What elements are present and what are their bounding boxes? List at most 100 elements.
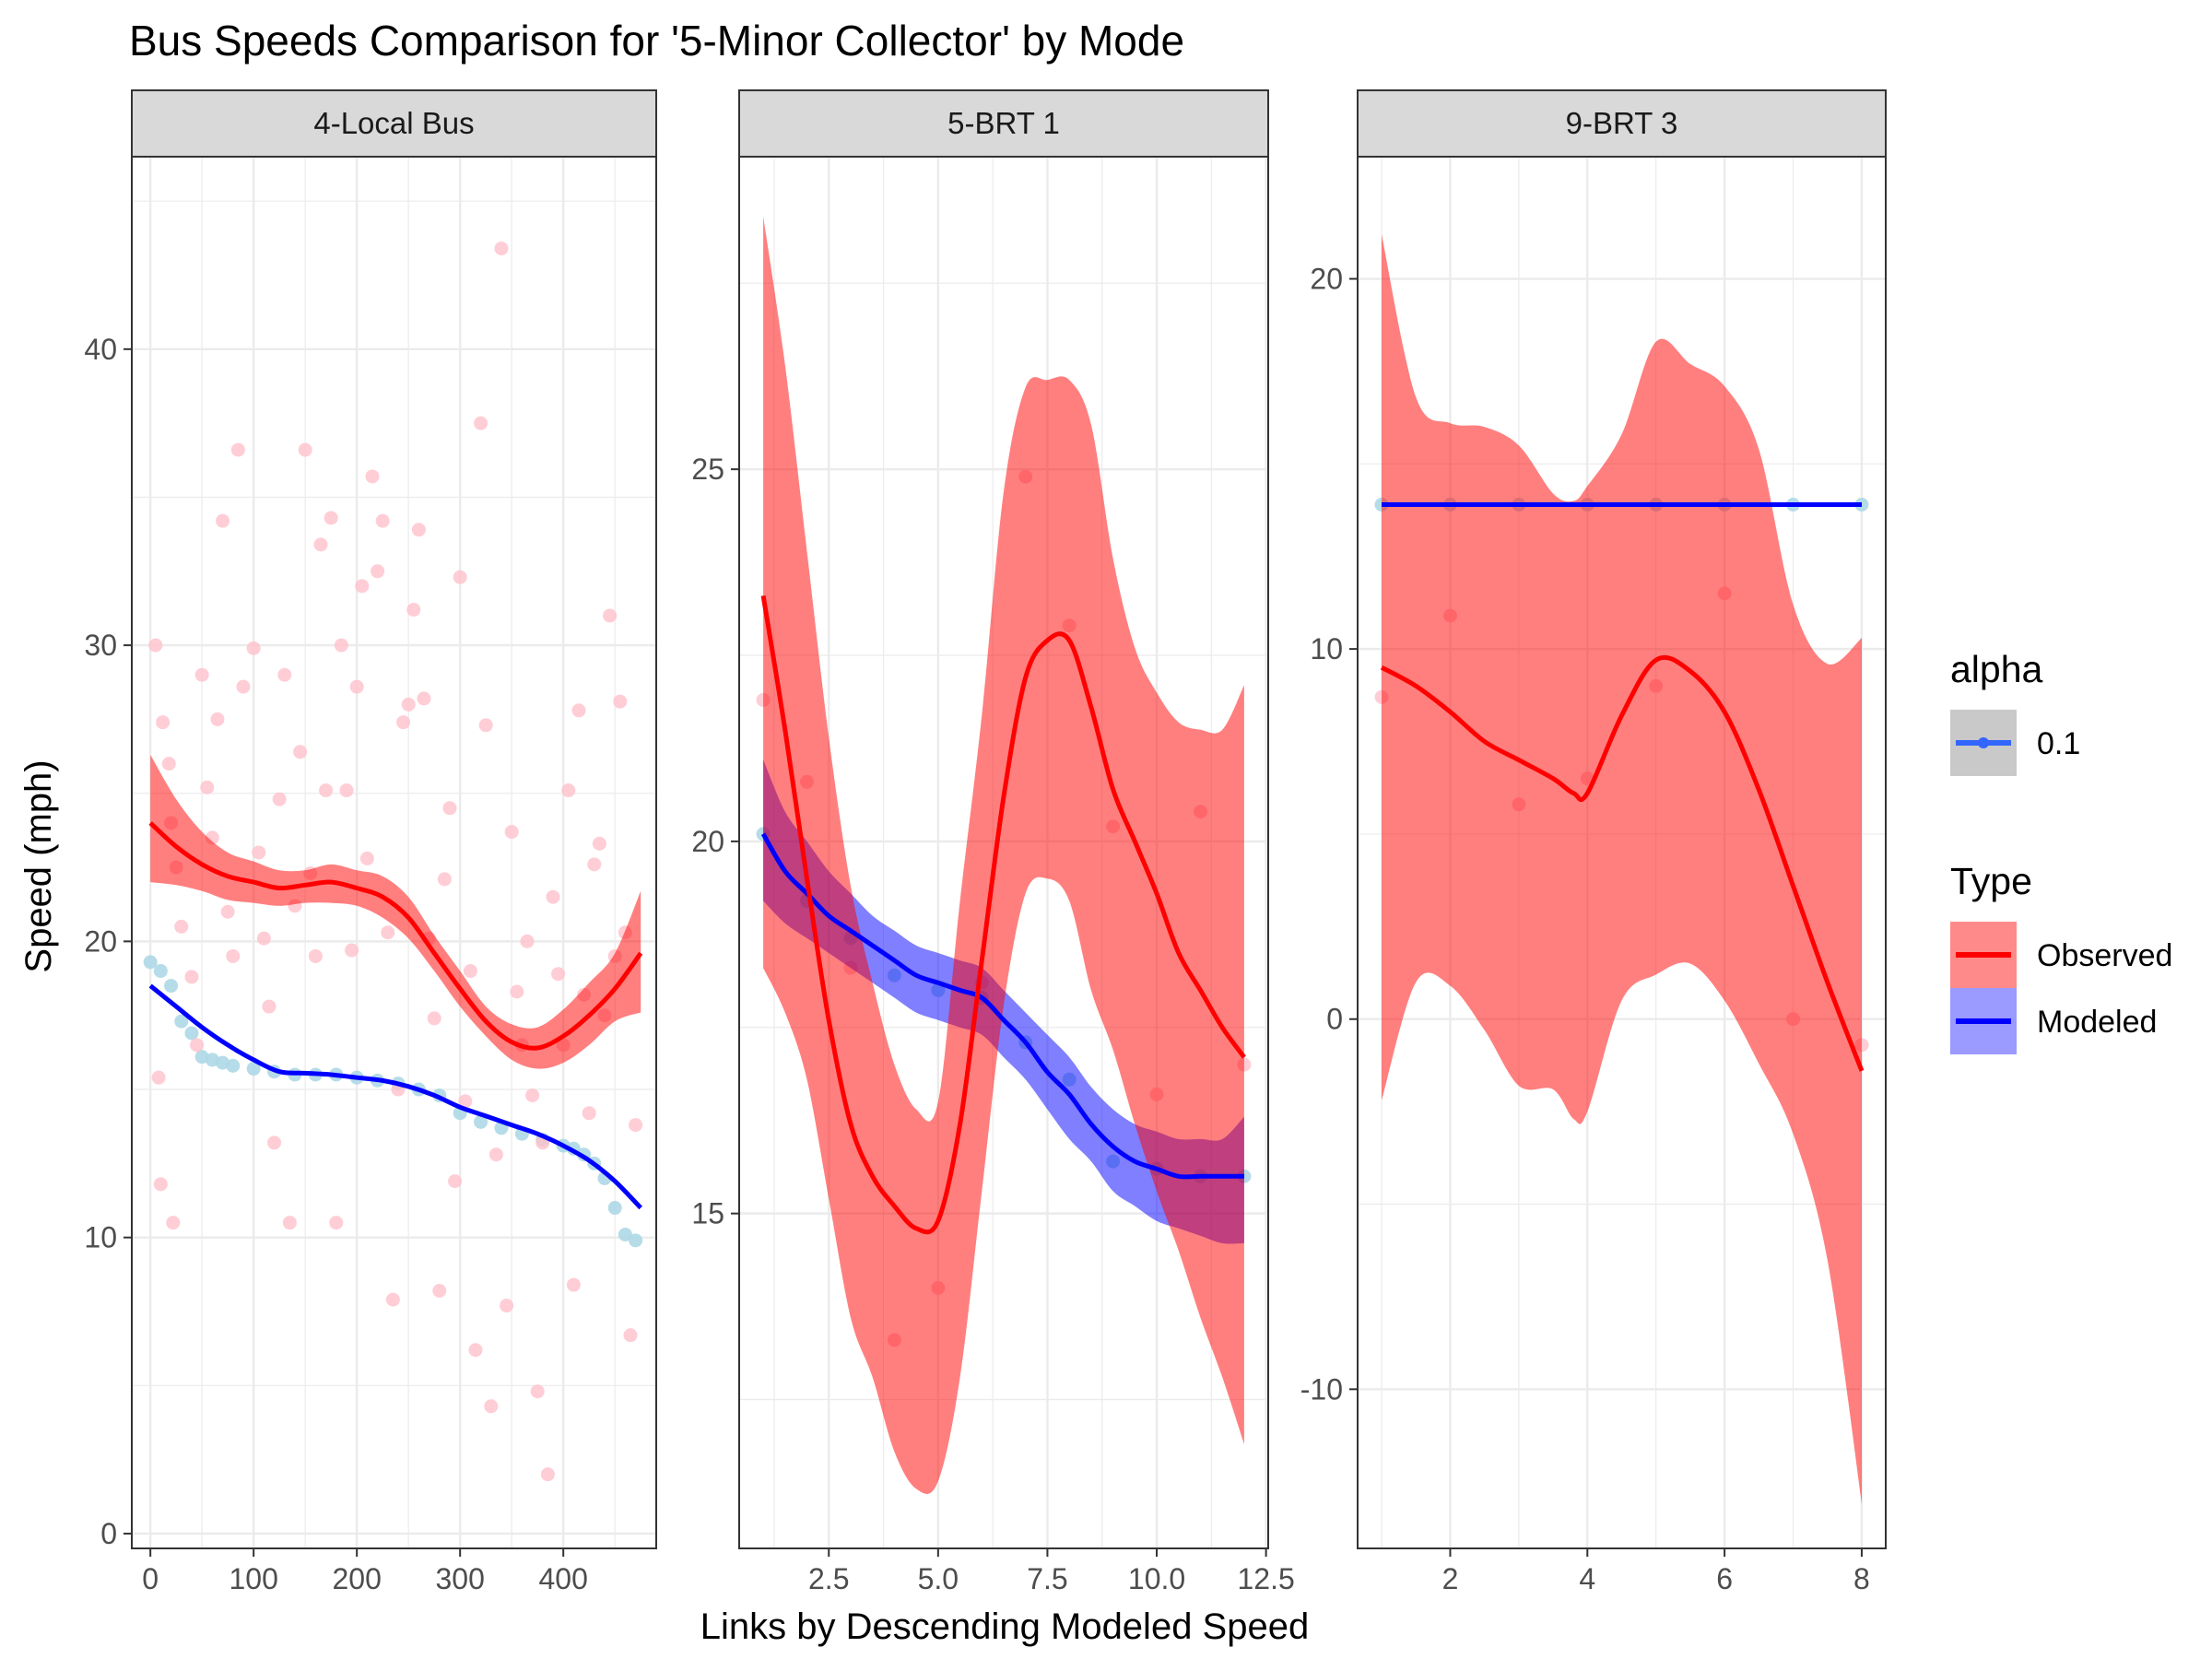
observed-point xyxy=(530,1384,545,1399)
observed-point xyxy=(375,513,390,528)
observed-point xyxy=(478,718,493,733)
observed-point xyxy=(153,1177,168,1192)
x-tick-label: 400 xyxy=(538,1562,587,1595)
observed-point xyxy=(474,416,488,430)
observed-point xyxy=(151,1070,166,1085)
observed-point xyxy=(453,570,467,584)
observed-point xyxy=(334,638,348,653)
y-tick-label: 10 xyxy=(1310,632,1343,665)
observed-trend-line xyxy=(760,595,1246,1235)
observed-point xyxy=(381,925,395,940)
x-tick-label: 2 xyxy=(1442,1562,1459,1595)
modeled-trend-line xyxy=(148,983,642,1210)
observed-point xyxy=(458,1094,473,1109)
observed-point xyxy=(216,513,230,528)
legend-alpha-label: 0.1 xyxy=(2037,726,2080,761)
observed-point xyxy=(401,697,416,712)
observed-point xyxy=(432,1283,447,1298)
observed-point xyxy=(298,442,312,457)
x-tick-label: 12.5 xyxy=(1237,1562,1294,1595)
observed-point xyxy=(161,757,176,771)
observed-point xyxy=(184,970,199,984)
observed-point xyxy=(194,667,209,682)
observed-point xyxy=(156,715,171,730)
chart-title: Bus Speeds Comparison for '5-Minor Colle… xyxy=(129,17,1184,65)
modeled-point xyxy=(618,1227,632,1241)
y-tick-label: 0 xyxy=(100,1517,117,1550)
y-tick-label: 20 xyxy=(84,924,117,958)
observed-point xyxy=(313,537,328,552)
observed-point xyxy=(623,1328,638,1343)
y-tick-label: 30 xyxy=(84,629,117,662)
observed-point xyxy=(510,984,524,999)
x-tick-label: 300 xyxy=(435,1562,484,1595)
observed-confidence-band xyxy=(1382,234,1862,1504)
modeled-point xyxy=(164,979,179,994)
observed-point xyxy=(345,943,359,958)
modeled-point xyxy=(226,1058,241,1073)
observed-point xyxy=(571,703,586,718)
observed-point xyxy=(463,964,477,979)
observed-point xyxy=(411,523,426,537)
observed-point xyxy=(329,1216,344,1230)
observed-point xyxy=(277,667,292,682)
modeled-point xyxy=(153,964,168,979)
observed-point xyxy=(252,845,266,860)
observed-point xyxy=(500,1299,514,1313)
observed-point xyxy=(349,679,364,694)
observed-point xyxy=(603,608,618,623)
observed-point xyxy=(246,641,261,655)
observed-point xyxy=(200,780,215,794)
observed-point xyxy=(262,999,276,1014)
modeled-point xyxy=(174,1014,189,1029)
y-tick-label: 0 xyxy=(1326,1003,1343,1036)
y-tick-label: -10 xyxy=(1300,1372,1343,1406)
strip-label: 9-BRT 3 xyxy=(1566,106,1678,140)
observed-point xyxy=(324,511,338,525)
observed-point xyxy=(468,1343,483,1358)
x-tick-label: 2.5 xyxy=(808,1562,849,1595)
strip-label: 4-Local Bus xyxy=(313,106,474,140)
x-tick-label: 7.5 xyxy=(1027,1562,1067,1595)
y-tick-label: 15 xyxy=(691,1197,724,1230)
x-tick-label: 10.0 xyxy=(1128,1562,1185,1595)
legend-alpha-title: alpha xyxy=(1950,648,2043,690)
observed-point xyxy=(371,564,385,579)
observed-point xyxy=(437,872,452,887)
observed-point xyxy=(525,1088,540,1102)
observed-point xyxy=(484,1399,499,1414)
observed-point xyxy=(226,948,241,963)
panel-2: 5-BRT 1 2.5 5.0 7.5 10.0 12.5 15 20 25 xyxy=(691,89,1295,1595)
x-tick-label: 0 xyxy=(142,1562,159,1595)
legend-type-title: Type xyxy=(1950,860,2032,902)
observed-confidence-band xyxy=(150,755,641,1069)
panel-3: 9-BRT 3 2 4 6 8 -10 0 10 20 xyxy=(1300,89,1887,1595)
legend-modeled-label: Modeled xyxy=(2037,1005,2157,1040)
modeled-point xyxy=(143,955,158,970)
strip-background xyxy=(738,89,1269,158)
observed-point xyxy=(174,919,189,934)
y-tick-label: 25 xyxy=(691,453,724,486)
y-tick-label: 40 xyxy=(84,333,117,366)
modeled-point xyxy=(629,1233,643,1248)
observed-point xyxy=(417,691,431,706)
observed-point xyxy=(385,1292,400,1307)
y-tick-label: 10 xyxy=(84,1221,117,1254)
observed-point xyxy=(293,745,308,759)
modeled-point xyxy=(474,1114,488,1129)
y-tick-label: 20 xyxy=(1310,263,1343,296)
y-axis-title: Speed (mph) xyxy=(18,759,59,972)
x-tick-label: 100 xyxy=(229,1562,277,1595)
observed-point xyxy=(448,1174,463,1189)
modeled-point xyxy=(246,1062,261,1077)
observed-point xyxy=(406,603,421,618)
observed-point xyxy=(442,801,457,816)
legend: alpha 0.1 Type Observed Modeled xyxy=(1950,648,2172,1054)
observed-point xyxy=(551,967,566,982)
observed-point xyxy=(308,948,323,963)
observed-point xyxy=(592,836,606,851)
observed-point xyxy=(629,1118,643,1133)
panel-1: 4-Local Bus 0 100 200 300 400 0 10 20 30 40 xyxy=(84,89,657,1595)
observed-point xyxy=(166,1216,181,1230)
x-tick-label: 200 xyxy=(332,1562,381,1595)
